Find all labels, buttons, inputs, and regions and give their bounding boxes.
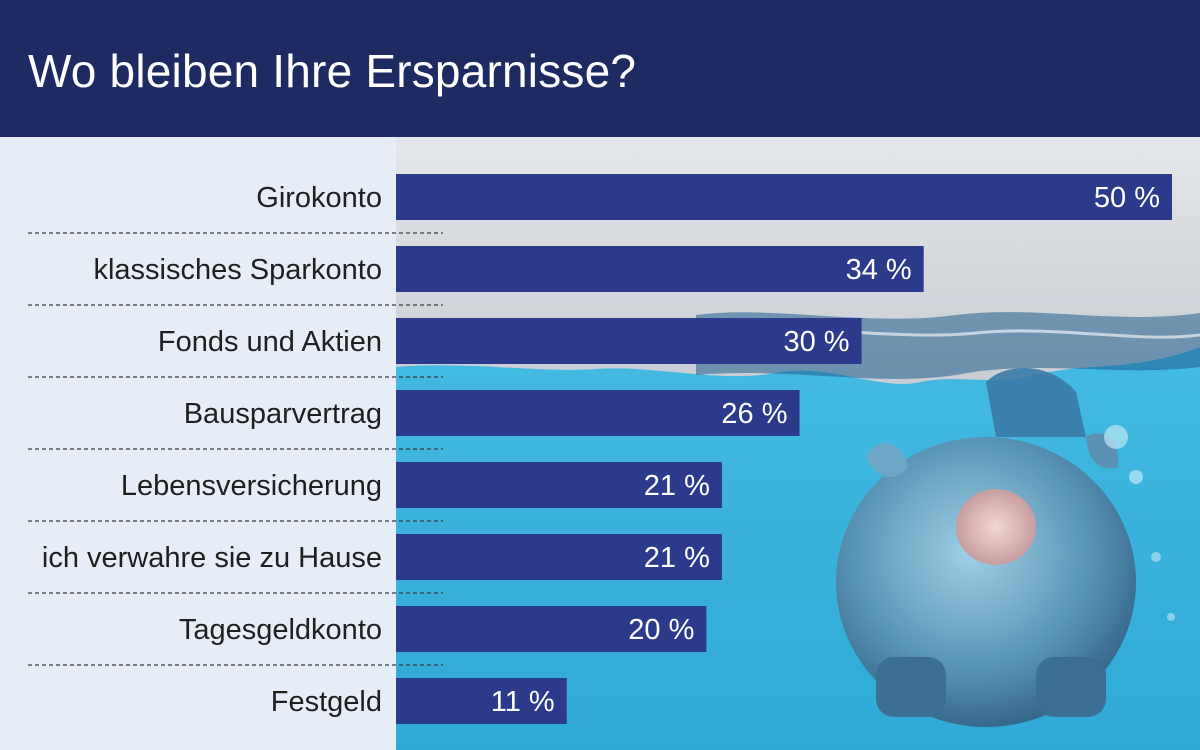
category-label: Lebensversicherung xyxy=(121,470,382,502)
bar xyxy=(396,534,722,580)
value-label: 11 % xyxy=(491,686,555,718)
bar-chart: Girokonto 50 % klassisches Sparkonto 34 % Fo… xyxy=(28,174,1172,724)
bars-layer: Girokonto 50 % klassisches Sparkonto 34 % Fo… xyxy=(28,174,1172,724)
value-label: 26 % xyxy=(721,398,787,430)
page-title: Wo bleiben Ihre Ersparnisse? xyxy=(28,45,637,97)
bar xyxy=(396,606,707,652)
value-label: 20 % xyxy=(628,614,694,646)
header-banner: Wo bleiben Ihre Ersparnisse? xyxy=(0,0,1200,137)
category-label: Girokonto xyxy=(256,182,382,214)
label-panel xyxy=(0,137,396,750)
value-label: 50 % xyxy=(1094,182,1160,214)
bar xyxy=(396,174,1172,220)
value-label: 34 % xyxy=(846,254,912,286)
category-label: klassisches Sparkonto xyxy=(93,254,382,286)
category-label: Festgeld xyxy=(271,686,382,718)
bar xyxy=(396,462,722,508)
bar xyxy=(396,246,924,292)
category-label: Fonds und Aktien xyxy=(158,326,382,358)
value-label: 30 % xyxy=(783,326,849,358)
bar xyxy=(396,318,862,364)
value-label: 21 % xyxy=(644,542,710,574)
bar xyxy=(396,678,567,724)
value-label: 21 % xyxy=(644,470,710,502)
category-label: Tagesgeldkonto xyxy=(179,614,382,646)
category-label: ich verwahre sie zu Hause xyxy=(42,542,382,574)
category-label: Bausparvertrag xyxy=(184,398,382,430)
bar xyxy=(396,390,800,436)
